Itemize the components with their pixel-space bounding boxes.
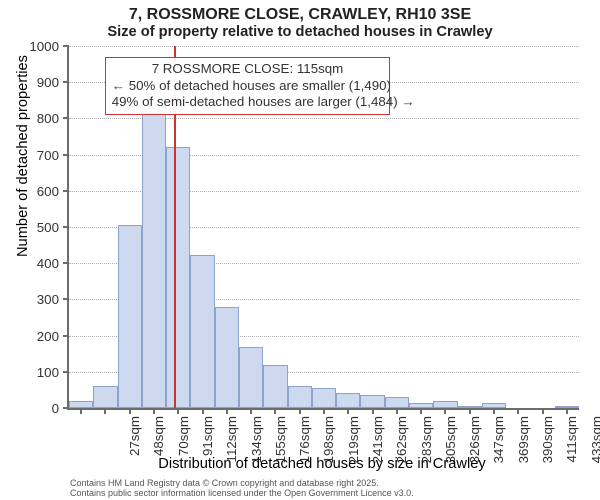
y-tick-label: 500 bbox=[23, 220, 59, 235]
x-tick bbox=[129, 408, 131, 414]
x-tick bbox=[226, 408, 228, 414]
histogram-bar bbox=[190, 255, 214, 408]
x-tick-label: 347sqm bbox=[491, 416, 506, 466]
plot-area: 7 ROSSMORE CLOSE: 115sqm← 50% of detache… bbox=[67, 46, 579, 410]
x-tick-label: 91sqm bbox=[200, 416, 215, 466]
histogram-bar bbox=[263, 365, 287, 408]
y-tick-label: 700 bbox=[23, 148, 59, 163]
histogram-bar bbox=[312, 388, 336, 408]
x-tick-label: 219sqm bbox=[346, 416, 361, 466]
x-tick-label: 48sqm bbox=[151, 416, 166, 466]
y-tick-label: 800 bbox=[23, 111, 59, 126]
y-tick-label: 600 bbox=[23, 184, 59, 199]
x-tick bbox=[80, 408, 82, 414]
x-tick-label: 283sqm bbox=[419, 416, 434, 466]
x-tick bbox=[250, 408, 252, 414]
y-tick bbox=[63, 190, 69, 192]
histogram-bar bbox=[118, 225, 142, 408]
x-tick-label: 326sqm bbox=[467, 416, 482, 466]
histogram-bar bbox=[93, 386, 117, 408]
annotation-box: 7 ROSSMORE CLOSE: 115sqm← 50% of detache… bbox=[105, 57, 391, 115]
x-tick bbox=[323, 408, 325, 414]
histogram-bar bbox=[288, 386, 312, 408]
histogram-bar bbox=[215, 307, 239, 408]
histogram-bar bbox=[142, 111, 166, 408]
y-tick bbox=[63, 45, 69, 47]
gridline bbox=[69, 46, 579, 47]
annotation-line: ← 50% of detached houses are smaller (1,… bbox=[112, 78, 384, 95]
y-tick-label: 400 bbox=[23, 256, 59, 271]
histogram-bar bbox=[360, 395, 384, 408]
x-tick-label: 369sqm bbox=[516, 416, 531, 466]
y-tick bbox=[63, 117, 69, 119]
histogram-bar bbox=[239, 347, 263, 408]
x-tick-label: 134sqm bbox=[249, 416, 264, 466]
y-tick bbox=[63, 371, 69, 373]
x-tick bbox=[347, 408, 349, 414]
x-tick-label: 433sqm bbox=[589, 416, 600, 466]
y-tick-label: 1000 bbox=[23, 39, 59, 54]
y-tick-label: 100 bbox=[23, 365, 59, 380]
x-tick-label: 305sqm bbox=[443, 416, 458, 466]
chart-title-line2: Size of property relative to detached ho… bbox=[0, 24, 600, 40]
x-tick-label: 155sqm bbox=[273, 416, 288, 466]
x-tick bbox=[372, 408, 374, 414]
x-tick bbox=[202, 408, 204, 414]
y-tick-label: 200 bbox=[23, 329, 59, 344]
x-tick-label: 27sqm bbox=[127, 416, 142, 466]
y-tick bbox=[63, 226, 69, 228]
histogram-bar bbox=[385, 397, 409, 408]
x-tick-label: 390sqm bbox=[540, 416, 555, 466]
y-tick-label: 0 bbox=[23, 401, 59, 416]
histogram-bar bbox=[433, 401, 457, 408]
x-tick bbox=[396, 408, 398, 414]
x-tick bbox=[104, 408, 106, 414]
footer-line1: Contains HM Land Registry data © Crown c… bbox=[70, 478, 414, 488]
x-tick bbox=[274, 408, 276, 414]
y-tick bbox=[63, 298, 69, 300]
y-tick bbox=[63, 335, 69, 337]
x-tick bbox=[566, 408, 568, 414]
x-tick bbox=[542, 408, 544, 414]
x-tick-label: 241sqm bbox=[370, 416, 385, 466]
x-tick-label: 112sqm bbox=[224, 416, 239, 466]
y-tick bbox=[63, 81, 69, 83]
x-tick bbox=[517, 408, 519, 414]
x-tick bbox=[177, 408, 179, 414]
x-tick-label: 198sqm bbox=[321, 416, 336, 466]
x-tick bbox=[444, 408, 446, 414]
y-tick-label: 300 bbox=[23, 292, 59, 307]
x-tick-label: 411sqm bbox=[564, 416, 579, 466]
y-tick-label: 900 bbox=[23, 75, 59, 90]
annotation-line: 49% of semi-detached houses are larger (… bbox=[112, 94, 384, 111]
x-tick bbox=[493, 408, 495, 414]
footer-line2: Contains public sector information licen… bbox=[70, 488, 414, 498]
x-tick bbox=[153, 408, 155, 414]
annotation-line: 7 ROSSMORE CLOSE: 115sqm bbox=[112, 61, 384, 78]
y-tick bbox=[63, 262, 69, 264]
x-tick bbox=[299, 408, 301, 414]
x-tick-label: 262sqm bbox=[394, 416, 409, 466]
y-tick bbox=[63, 154, 69, 156]
x-tick bbox=[469, 408, 471, 414]
histogram-bar bbox=[166, 147, 190, 408]
x-tick bbox=[420, 408, 422, 414]
chart-title-line1: 7, ROSSMORE CLOSE, CRAWLEY, RH10 3SE bbox=[0, 6, 600, 24]
histogram-bar bbox=[336, 393, 360, 408]
x-tick-label: 70sqm bbox=[176, 416, 191, 466]
footer: Contains HM Land Registry data © Crown c… bbox=[70, 478, 414, 498]
x-tick-label: 176sqm bbox=[297, 416, 312, 466]
